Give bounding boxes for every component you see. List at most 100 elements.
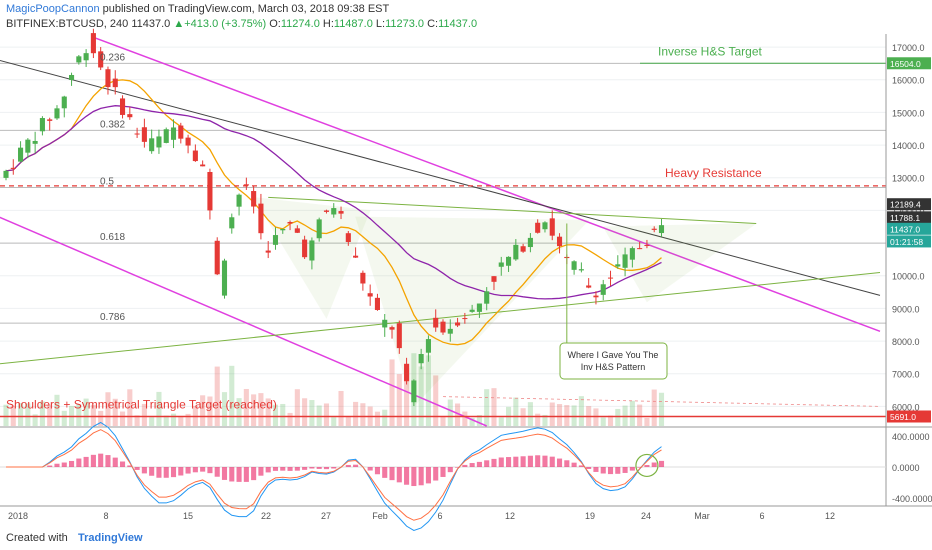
macd-histogram-bar: [469, 463, 475, 467]
price-axis: 6000.07000.08000.09000.010000.011000.012…: [0, 34, 932, 507]
volume-bar: [32, 414, 38, 426]
price-tag: [887, 222, 931, 235]
macd-histogram-bar: [593, 467, 599, 472]
volume-bar: [440, 416, 446, 426]
candle-body: [272, 235, 279, 245]
candle-body: [498, 262, 504, 267]
time-tick-label: 8: [103, 511, 108, 521]
fib-level-label: 0.618: [100, 232, 125, 243]
volume-bar: [243, 388, 249, 426]
candle-body: [214, 240, 220, 275]
macd-tick-label: 0.0000: [892, 463, 920, 473]
candle-body: [294, 228, 300, 233]
publisher-line: MagicPoopCannon published on TradingView…: [6, 3, 389, 15]
fib-level-label: 0.382: [100, 119, 125, 130]
macd-histogram-bar: [549, 456, 555, 467]
volume-bar: [163, 415, 169, 426]
low-value: 11273.0: [385, 18, 425, 30]
volume-bar: [287, 412, 293, 426]
macd-histogram-bar: [98, 453, 104, 467]
macd-histogram-bar: [433, 467, 439, 481]
macd-histogram-bar: [564, 460, 570, 467]
macd-histogram-bar: [527, 455, 533, 467]
candle-body: [90, 33, 96, 54]
macd-histogram-bar: [367, 467, 373, 471]
candle-body: [338, 211, 344, 214]
candle-body: [345, 233, 351, 243]
candle-body: [178, 125, 184, 139]
candle-body: [578, 269, 584, 271]
grid-lines: [0, 46, 886, 407]
neckline-lower-line: [0, 271, 881, 365]
macd-histogram-bar: [374, 467, 380, 475]
low-label: L:: [375, 18, 386, 30]
volume-bar: [229, 365, 235, 426]
macd-histogram-bar: [498, 457, 504, 467]
time-tick-label: 22: [261, 511, 271, 521]
volume-bar: [25, 403, 31, 426]
macd-histogram-bar: [425, 467, 431, 484]
volume-bar: [76, 404, 82, 426]
macd-histogram-bar: [607, 467, 614, 475]
dotted-target-line: [442, 396, 881, 407]
candle-body: [418, 354, 424, 364]
volume-bar: [39, 401, 45, 426]
volume-bar: [637, 404, 643, 426]
price-tag: [887, 235, 931, 248]
candle-body: [651, 228, 657, 230]
volume-bar: [571, 405, 577, 426]
macd-histogram-bar: [506, 457, 512, 467]
volume-bar: [331, 417, 337, 426]
symbol-line: BITFINEX:BTCUSD, 240 11437.0 ▲+413.0 (+3…: [6, 18, 477, 30]
symbol-label[interactable]: BITFINEX:BTCUSD, 240: [6, 18, 129, 30]
volume-bar: [498, 417, 504, 426]
candle-body: [47, 119, 53, 121]
close-label: C:: [427, 18, 439, 30]
candle-body: [265, 250, 271, 253]
callout-text: Where I Gave You The: [568, 350, 659, 360]
price-tag: [887, 211, 931, 224]
candle-body: [134, 133, 140, 135]
macd-histogram-bar: [345, 464, 351, 467]
macd-histogram-bar: [571, 462, 577, 467]
time-axis: 2018 8 15 22 27 Feb 6 12 19 24 Mar 6 12: [8, 511, 835, 521]
volume-bar: [236, 398, 242, 426]
candle-body: [600, 284, 606, 295]
candle-body: [229, 217, 235, 229]
volume-bar: [651, 389, 657, 426]
candle-body: [54, 108, 60, 119]
volume-bar: [178, 416, 184, 426]
macd-tick-label: -400.0000: [892, 494, 932, 504]
candle-body: [163, 129, 169, 143]
macd-histogram-bar: [476, 461, 482, 467]
volume-bar: [90, 404, 96, 426]
candle-body: [258, 203, 264, 234]
time-tick-label: 12: [825, 511, 835, 521]
created-with-text: Created with: [6, 532, 68, 544]
author-link[interactable]: MagicPoopCannon: [6, 3, 100, 15]
volume-bar: [556, 404, 563, 426]
macd-histogram-bar: [323, 467, 330, 470]
volume-bar: [491, 388, 497, 426]
candle-body: [323, 210, 330, 212]
volume-bar: [455, 403, 461, 426]
candle-body: [469, 309, 475, 312]
volume-bar: [18, 403, 24, 426]
macd-histogram-bar: [637, 467, 643, 468]
macd-histogram-bar: [309, 467, 315, 469]
tradingview-logo[interactable]: TradingView: [78, 532, 143, 544]
candle-body: [491, 276, 497, 282]
macd-histogram-bar: [389, 467, 395, 481]
close-value: 11437.0: [438, 18, 478, 30]
volume-bar: [462, 411, 468, 426]
macd-histogram-bar: [440, 467, 446, 477]
candle-body: [112, 78, 118, 88]
open-value: 11274.0: [280, 18, 320, 30]
volume-bar: [382, 409, 388, 426]
callout-box: [559, 342, 668, 380]
shoulders-target-label: Shoulders + Symmetrical Triangle Target …: [6, 397, 277, 411]
candle-body: [484, 291, 490, 304]
macd-histogram-bar: [578, 465, 584, 467]
candle-body: [513, 244, 519, 260]
